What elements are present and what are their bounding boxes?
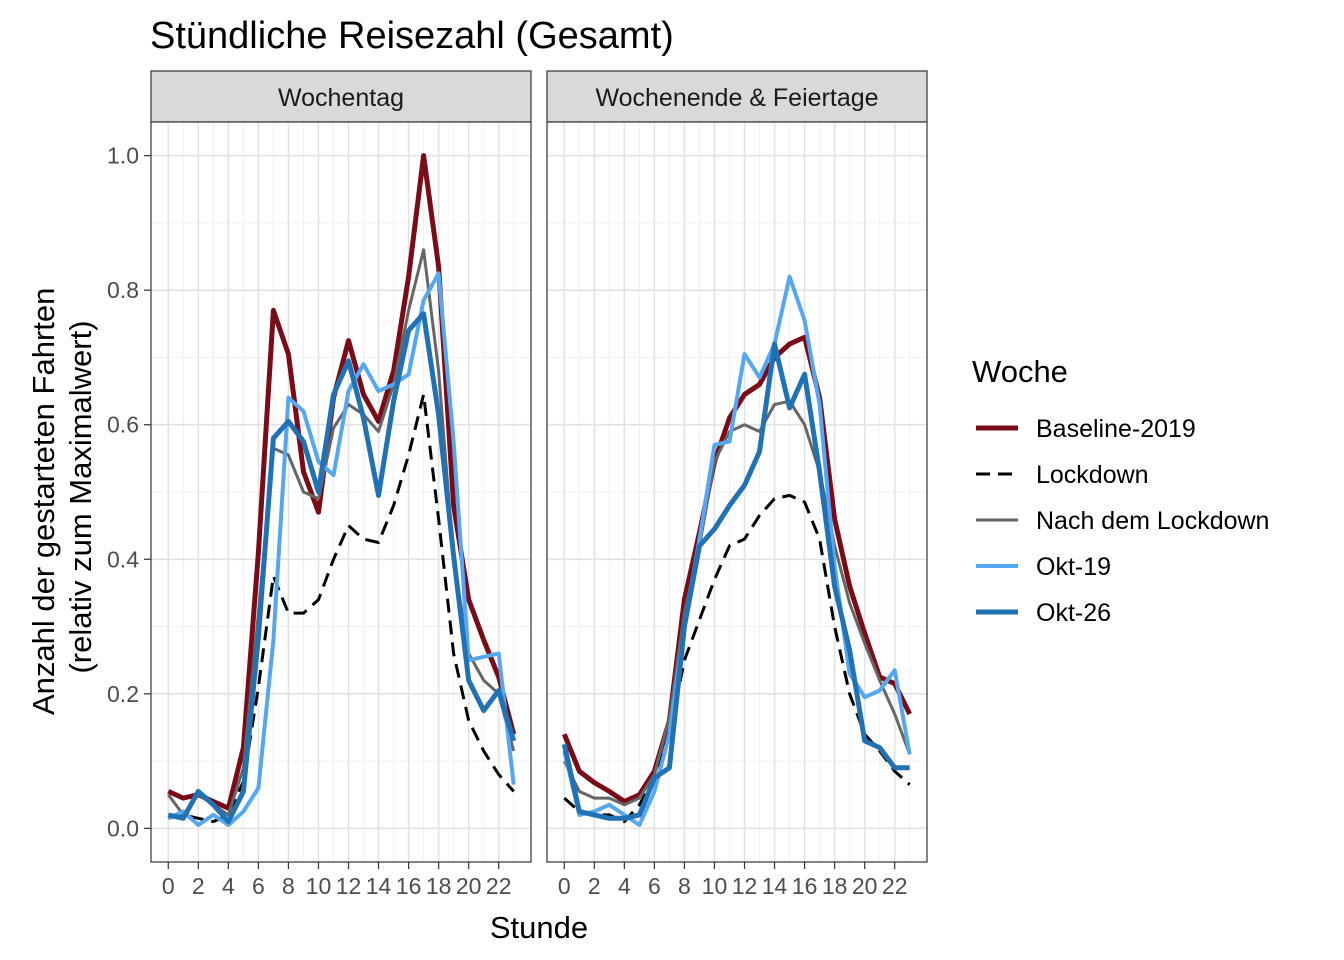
x-tick-label: 0 (558, 873, 571, 899)
series-line (167, 153, 517, 811)
x-tick-label: 2 (588, 873, 601, 899)
legend: Woche Baseline-2019 Lockdown Nach dem Lock… (972, 354, 1269, 627)
x-tick-label: 12 (336, 873, 362, 899)
series-line (563, 493, 911, 824)
x-tick-label: 6 (648, 873, 661, 899)
legend-label: Okt-26 (1036, 599, 1111, 627)
x-tick-label: 22 (486, 873, 512, 899)
x-tick-label: 18 (822, 873, 848, 899)
x-tick-label: 8 (678, 873, 691, 899)
panel-border (150, 121, 532, 863)
x-tick-label: 20 (456, 873, 482, 899)
x-tick-label: 18 (426, 873, 452, 899)
facet-strip (546, 70, 928, 123)
panel-border (546, 121, 928, 863)
x-tick-label: 0 (162, 873, 175, 899)
legend-label: Lockdown (1036, 461, 1149, 489)
facet-panel: Wochenende & Feiertage (546, 70, 928, 863)
y-axis-title-line-1: Anzahl der gestarteten Fahrten (26, 288, 61, 715)
x-tick-label: 10 (702, 873, 728, 899)
y-axis-title: Anzahl der gestarteten Fahrten (relativ … (26, 279, 98, 715)
x-tick-label: 16 (396, 873, 422, 899)
x-tick-label: 4 (222, 873, 235, 899)
y-tick-label: 0.0 (107, 815, 139, 841)
x-axis-title: Stunde (490, 910, 588, 945)
x-tick-label: 6 (252, 873, 265, 899)
facet-strip-label: Wochenende & Feiertage (595, 84, 878, 112)
facet-panel: Wochentag (150, 70, 532, 863)
series-line (167, 311, 517, 825)
legend-label: Okt-19 (1036, 553, 1111, 581)
legend-label: Baseline-2019 (1036, 415, 1196, 443)
x-tick-label: 14 (762, 873, 788, 899)
x-tick-label: 4 (618, 873, 631, 899)
y-tick-label: 0.2 (107, 681, 139, 707)
x-tick-label: 10 (306, 873, 332, 899)
y-axis: 0.0 0.2 0.4 0.6 0.8 1.0 (107, 143, 151, 841)
x-axis: 0 2 4 6 8 10 12 14 16 18 20 22 0 2 4 6 8 10 12 14 16 18 20 22 (162, 862, 908, 899)
series-line (167, 393, 515, 824)
y-tick-label: 1.0 (107, 143, 139, 169)
y-tick-label: 0.8 (107, 277, 139, 303)
chart-title: Stündliche Reisezahl (Gesamt) (150, 15, 674, 57)
x-tick-label: 8 (282, 873, 295, 899)
x-tick-label: 12 (732, 873, 758, 899)
series-line (167, 271, 516, 827)
legend-title: Woche (972, 354, 1068, 389)
facet-strip (150, 70, 532, 123)
x-tick-label: 20 (852, 873, 878, 899)
x-tick-label: 14 (366, 873, 392, 899)
y-axis-title-line-2: (relativ zum Maximalwert) (63, 320, 98, 673)
facet-strip-label: Wochentag (278, 84, 404, 112)
x-tick-label: 22 (882, 873, 908, 899)
facet-panels: Wochentag Wochenende & Feiertage (150, 70, 928, 863)
series-line (562, 399, 912, 807)
y-tick-label: 0.6 (107, 412, 139, 438)
x-tick-label: 2 (192, 873, 205, 899)
y-tick-label: 0.4 (107, 546, 139, 572)
legend-label: Nach dem Lockdown (1036, 507, 1269, 535)
series-line (561, 341, 910, 821)
x-tick-label: 16 (792, 873, 818, 899)
